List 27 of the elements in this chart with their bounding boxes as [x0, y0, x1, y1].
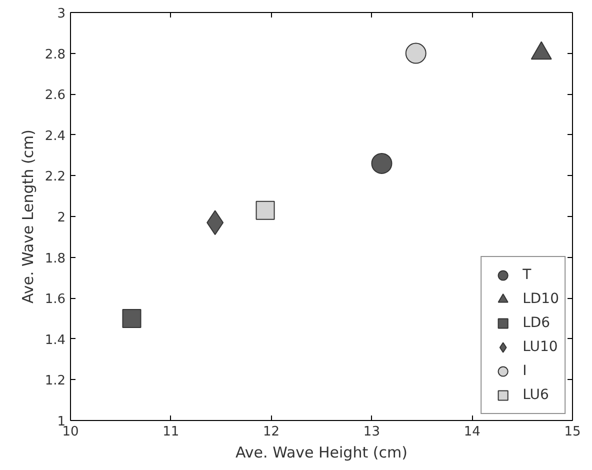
y-tick-label: 1.6 — [44, 292, 66, 308]
y-tick-label: 3 — [57, 6, 66, 22]
legend-label: I — [522, 363, 528, 379]
legend-label: LD6 — [522, 315, 550, 331]
y-axis-title: Ave. Wave Length (cm) — [18, 129, 37, 304]
y-tick-label: 2.6 — [44, 88, 66, 104]
x-tick-label: 15 — [564, 424, 581, 440]
y-tick-label: 1.4 — [44, 332, 66, 348]
y-tick-label: 1.8 — [44, 251, 66, 266]
point — [405, 42, 426, 64]
y-tick-label: 2.2 — [44, 170, 66, 185]
point — [256, 200, 275, 220]
x-tick-label: 13 — [363, 424, 380, 440]
x-tick-label: 12 — [263, 424, 280, 440]
x-tick-label: 14 — [464, 424, 480, 440]
y-tick-label: 2.8 — [44, 47, 66, 62]
legend-label: LD10 — [522, 291, 559, 307]
legend-label: LU10 — [522, 339, 558, 355]
y-tick-label: 1.2 — [44, 374, 66, 389]
x-axis-title: Ave. Wave Height (cm) — [236, 444, 408, 462]
point — [371, 152, 392, 174]
legend-label: T — [522, 267, 532, 283]
x-tick-label: 11 — [162, 424, 180, 440]
point — [122, 309, 142, 328]
y-tick-label: 2.4 — [44, 128, 66, 144]
legend-label: LU6 — [522, 387, 549, 403]
y-tick-label: 2 — [57, 210, 66, 226]
